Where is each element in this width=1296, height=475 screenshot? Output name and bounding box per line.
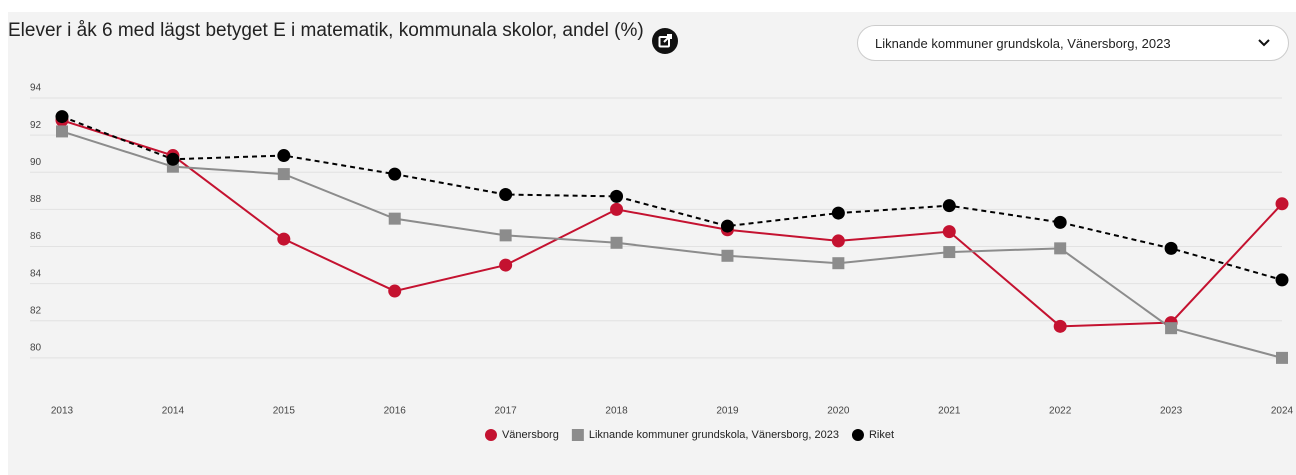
data-point (388, 212, 401, 225)
data-point (942, 225, 956, 239)
legend-marker (851, 429, 864, 441)
data-point (277, 149, 291, 163)
data-point (277, 168, 290, 181)
data-point (831, 234, 845, 248)
data-point (1276, 351, 1288, 364)
data-point (56, 125, 68, 138)
data-point (1053, 319, 1067, 333)
series-line (61, 130, 1283, 359)
data-point (1275, 197, 1289, 211)
data-point (610, 189, 624, 203)
data-point (499, 229, 512, 242)
data-point (55, 110, 69, 124)
panel (8, 12, 1296, 475)
data-point (1165, 322, 1178, 335)
dropdown-label: Liknande kommuner grundskola, Vänersborg… (875, 36, 1171, 51)
data-point (943, 246, 956, 259)
x-tick-label: 2023 (1160, 406, 1183, 417)
x-tick-label: 2017 (495, 406, 518, 417)
data-point (499, 188, 513, 202)
legend-marker (484, 429, 497, 441)
chart-title: Elever i åk 6 med lägst betyget E i mate… (8, 20, 644, 41)
data-point (942, 199, 956, 213)
legend-label: Liknande kommuner grundskola, Vänersborg… (589, 429, 839, 441)
data-point (721, 249, 734, 262)
y-tick-label: 84 (30, 268, 42, 279)
y-tick-label: 80 (30, 343, 42, 354)
x-tick-label: 2019 (716, 406, 739, 417)
x-tick-label: 2024 (1271, 406, 1294, 417)
data-point (499, 258, 513, 272)
x-tick-label: 2016 (384, 406, 407, 417)
data-point (831, 206, 845, 220)
dropdown[interactable]: Liknande kommuner grundskola, Vänersborg… (857, 25, 1289, 61)
series-line (61, 115, 1283, 281)
y-tick-label: 92 (30, 120, 42, 131)
x-tick-label: 2018 (605, 406, 628, 417)
y-tick-label: 86 (30, 231, 42, 242)
y-tick-label: 82 (30, 305, 42, 316)
data-point (166, 152, 180, 166)
external-link-icon[interactable] (651, 28, 678, 54)
data-point (720, 219, 734, 233)
data-point (1275, 273, 1289, 287)
legend-label: Riket (869, 429, 894, 441)
y-tick-label: 90 (30, 157, 42, 168)
data-point (1164, 241, 1178, 255)
y-tick-label: 94 (30, 83, 42, 94)
x-tick-label: 2021 (938, 406, 961, 417)
data-point (388, 167, 402, 181)
data-point (610, 236, 623, 249)
legend-marker (571, 429, 584, 441)
x-tick-label: 2014 (162, 406, 185, 417)
x-tick-label: 2015 (273, 406, 296, 417)
x-tick-label: 2013 (51, 406, 74, 417)
data-point (388, 284, 402, 298)
data-point (277, 232, 291, 246)
chevron (1258, 39, 1270, 47)
data-point (1054, 242, 1067, 255)
x-tick-label: 2022 (1049, 406, 1072, 417)
y-tick-label: 88 (30, 194, 42, 205)
data-point (610, 202, 624, 216)
legend-label: Vänersborg (502, 429, 559, 441)
data-point (1053, 215, 1067, 229)
x-tick-label: 2020 (827, 406, 850, 417)
series-line (61, 119, 1283, 328)
data-point (832, 257, 845, 270)
